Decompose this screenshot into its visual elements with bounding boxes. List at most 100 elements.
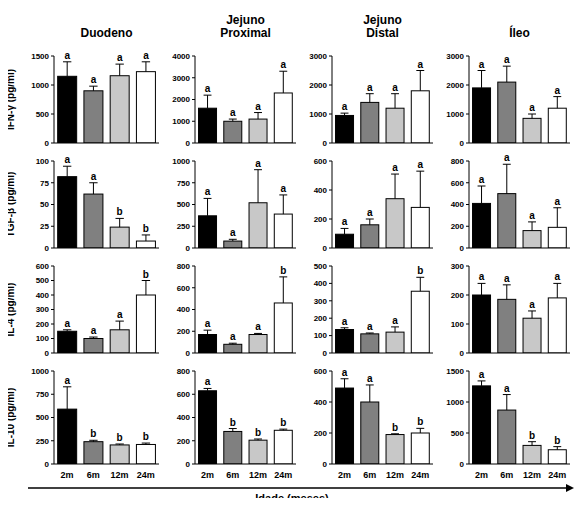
svg-text:b: b xyxy=(529,430,535,441)
svg-text:a: a xyxy=(230,227,236,238)
svg-text:b: b xyxy=(280,417,286,428)
svg-text:IL-10 (pg/ml): IL-10 (pg/ml) xyxy=(8,388,16,447)
svg-text:400: 400 xyxy=(177,413,191,422)
svg-text:12m: 12m xyxy=(523,470,541,480)
svg-text:12m: 12m xyxy=(386,470,404,480)
svg-text:b: b xyxy=(230,417,236,428)
svg-text:a: a xyxy=(392,162,398,173)
svg-text:a: a xyxy=(281,183,287,194)
svg-text:TGF-β (pg/ml): TGF-β (pg/ml) xyxy=(8,172,16,238)
svg-text:200: 200 xyxy=(36,320,50,329)
svg-text:a: a xyxy=(367,321,373,332)
svg-text:a: a xyxy=(392,315,398,326)
svg-text:800: 800 xyxy=(177,262,191,271)
svg-text:400: 400 xyxy=(36,291,50,300)
svg-text:400: 400 xyxy=(314,279,328,288)
svg-text:500: 500 xyxy=(36,413,50,422)
svg-text:a: a xyxy=(367,82,373,93)
svg-text:a: a xyxy=(555,271,561,282)
svg-text:a: a xyxy=(342,316,348,327)
svg-text:75: 75 xyxy=(40,179,49,188)
svg-text:800: 800 xyxy=(451,157,465,166)
svg-text:1000: 1000 xyxy=(31,81,49,90)
svg-text:600: 600 xyxy=(314,367,328,376)
svg-text:a: a xyxy=(205,318,211,329)
svg-text:a: a xyxy=(504,152,510,163)
svg-text:400: 400 xyxy=(314,398,328,407)
svg-text:1000: 1000 xyxy=(309,110,327,119)
svg-text:300: 300 xyxy=(314,297,328,306)
svg-text:a: a xyxy=(91,171,97,182)
svg-text:6m: 6m xyxy=(363,470,376,480)
svg-text:4000: 4000 xyxy=(172,52,190,61)
svg-text:1000: 1000 xyxy=(172,117,190,126)
svg-text:2000: 2000 xyxy=(172,95,190,104)
svg-text:a: a xyxy=(64,154,70,165)
svg-text:0: 0 xyxy=(45,349,50,357)
svg-text:b: b xyxy=(392,422,398,433)
svg-text:a: a xyxy=(230,331,236,342)
svg-text:a: a xyxy=(418,59,424,70)
svg-text:1000: 1000 xyxy=(31,367,49,376)
svg-text:a: a xyxy=(91,74,97,85)
svg-text:1000: 1000 xyxy=(172,157,190,166)
svg-text:3000: 3000 xyxy=(446,52,464,61)
svg-text:a: a xyxy=(479,174,485,185)
svg-text:600: 600 xyxy=(451,179,465,188)
svg-text:a: a xyxy=(479,369,485,380)
svg-text:3000: 3000 xyxy=(309,52,327,61)
svg-text:0: 0 xyxy=(323,139,328,147)
svg-text:750: 750 xyxy=(36,390,50,399)
svg-text:0: 0 xyxy=(323,244,328,252)
svg-text:a: a xyxy=(255,101,261,112)
svg-text:200: 200 xyxy=(177,327,191,336)
svg-text:6m: 6m xyxy=(226,470,239,480)
svg-text:a: a xyxy=(64,318,70,329)
svg-text:b: b xyxy=(417,265,423,276)
svg-text:2m: 2m xyxy=(61,470,74,480)
svg-text:100: 100 xyxy=(451,320,465,329)
svg-text:0: 0 xyxy=(186,349,191,357)
svg-text:b: b xyxy=(90,428,96,439)
svg-text:b: b xyxy=(143,431,149,442)
svg-text:b: b xyxy=(143,223,149,234)
svg-text:IFN-γ (pg/ml): IFN-γ (pg/ml) xyxy=(8,69,16,130)
svg-text:250: 250 xyxy=(177,222,191,231)
svg-text:b: b xyxy=(117,432,123,443)
svg-text:a: a xyxy=(117,309,123,320)
svg-text:0: 0 xyxy=(460,139,465,147)
svg-text:IL-4 (pg/ml): IL-4 (pg/ml) xyxy=(8,283,16,337)
svg-text:100: 100 xyxy=(36,157,50,166)
svg-text:0: 0 xyxy=(460,349,465,357)
svg-text:2000: 2000 xyxy=(309,81,327,90)
svg-text:400: 400 xyxy=(451,200,465,209)
svg-text:a: a xyxy=(504,273,510,284)
svg-text:600: 600 xyxy=(314,157,328,166)
svg-text:a: a xyxy=(255,158,261,169)
svg-text:a: a xyxy=(367,207,373,218)
svg-text:500: 500 xyxy=(36,276,50,285)
svg-text:25: 25 xyxy=(40,222,49,231)
svg-text:a: a xyxy=(504,54,510,65)
svg-text:a: a xyxy=(255,321,261,332)
svg-text:24m: 24m xyxy=(274,470,292,480)
svg-text:2m: 2m xyxy=(201,470,214,480)
svg-text:12m: 12m xyxy=(111,470,129,480)
svg-text:a: a xyxy=(64,375,70,386)
svg-text:200: 200 xyxy=(451,291,465,300)
svg-text:a: a xyxy=(91,325,97,336)
svg-text:1500: 1500 xyxy=(446,367,464,376)
svg-text:b: b xyxy=(280,265,286,276)
svg-text:800: 800 xyxy=(177,367,191,376)
svg-text:0: 0 xyxy=(186,244,191,252)
svg-text:a: a xyxy=(143,50,149,61)
svg-text:100: 100 xyxy=(314,331,328,340)
svg-text:a: a xyxy=(117,52,123,63)
svg-text:200: 200 xyxy=(314,314,328,323)
svg-text:a: a xyxy=(205,83,211,94)
svg-text:24m: 24m xyxy=(548,470,566,480)
svg-text:a: a xyxy=(281,59,287,70)
svg-text:200: 200 xyxy=(451,222,465,231)
svg-text:0: 0 xyxy=(323,460,328,469)
svg-text:a: a xyxy=(342,101,348,112)
